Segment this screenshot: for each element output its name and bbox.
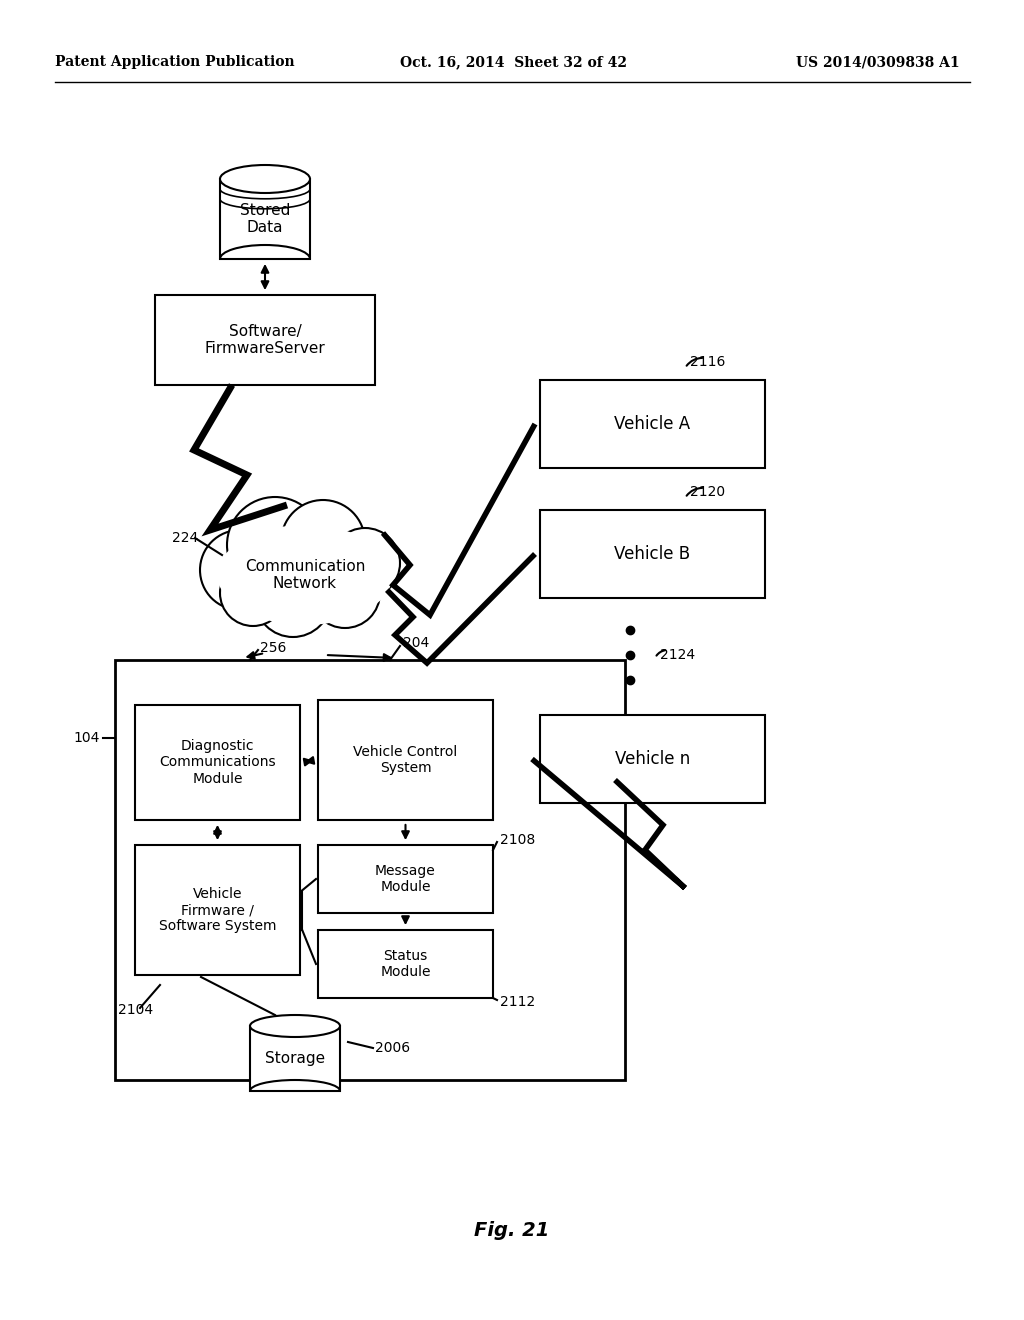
Text: Stored
Data: Stored Data — [240, 203, 290, 235]
Text: Oct. 16, 2014  Sheet 32 of 42: Oct. 16, 2014 Sheet 32 of 42 — [400, 55, 627, 69]
Text: 2116: 2116 — [690, 355, 725, 370]
Bar — [220, 180, 310, 259]
Bar — [540, 715, 765, 803]
Text: Patent Application Publication: Patent Application Publication — [55, 55, 295, 69]
Bar — [250, 1026, 340, 1092]
Text: Vehicle Control
System: Vehicle Control System — [353, 744, 458, 775]
Ellipse shape — [217, 525, 392, 624]
Text: 2006: 2006 — [375, 1041, 411, 1055]
Circle shape — [255, 561, 331, 638]
Text: 2124: 2124 — [660, 648, 695, 663]
Circle shape — [220, 560, 286, 626]
Text: US 2014/0309838 A1: US 2014/0309838 A1 — [797, 55, 961, 69]
Bar — [155, 294, 375, 385]
Bar — [135, 705, 300, 820]
Text: 204: 204 — [403, 636, 429, 649]
Text: Vehicle A: Vehicle A — [614, 414, 690, 433]
Circle shape — [310, 558, 380, 628]
Circle shape — [227, 498, 323, 593]
Text: 104: 104 — [74, 731, 100, 744]
Bar — [540, 380, 765, 469]
Ellipse shape — [220, 165, 310, 193]
Circle shape — [281, 500, 365, 583]
Text: Vehicle n: Vehicle n — [614, 750, 690, 768]
Ellipse shape — [205, 510, 406, 640]
Circle shape — [200, 531, 280, 610]
Text: 2104: 2104 — [118, 1003, 154, 1016]
Text: Vehicle B: Vehicle B — [614, 545, 690, 564]
Text: 2108: 2108 — [500, 833, 536, 847]
Bar — [540, 510, 765, 598]
Bar — [318, 845, 493, 913]
Bar — [318, 700, 493, 820]
Text: Vehicle
Firmware /
Software System: Vehicle Firmware / Software System — [159, 887, 276, 933]
Bar — [135, 845, 300, 975]
Text: 224: 224 — [172, 531, 199, 545]
Text: Fig. 21: Fig. 21 — [474, 1221, 550, 1239]
Bar — [318, 931, 493, 998]
Text: Status
Module: Status Module — [380, 949, 431, 979]
Text: 256: 256 — [260, 642, 287, 655]
Circle shape — [330, 528, 400, 598]
Text: 2112: 2112 — [500, 995, 536, 1008]
Text: Storage: Storage — [265, 1051, 325, 1067]
Text: Communication
Network: Communication Network — [245, 558, 366, 591]
Text: Software/
FirmwareServer: Software/ FirmwareServer — [205, 323, 326, 356]
Text: 2120: 2120 — [690, 484, 725, 499]
Ellipse shape — [250, 1015, 340, 1038]
Bar — [115, 660, 625, 1080]
Text: Diagnostic
Communications
Module: Diagnostic Communications Module — [159, 739, 275, 785]
Text: Message
Module: Message Module — [375, 863, 436, 894]
